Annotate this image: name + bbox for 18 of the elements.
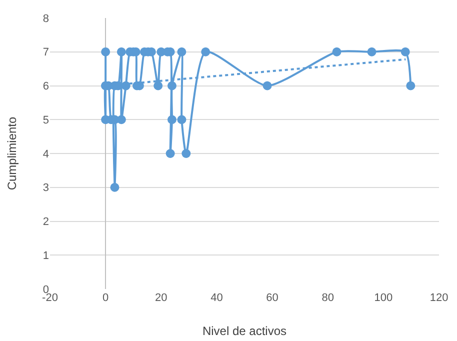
- y-tick-label: 8: [42, 12, 49, 25]
- x-tick-label: 120: [430, 292, 448, 304]
- y-tick-label: 5: [42, 114, 49, 126]
- y-tick-label: 4: [42, 148, 49, 160]
- x-tick-label: -20: [42, 292, 58, 304]
- x-tick-label: 80: [322, 292, 334, 304]
- x-tick-label: 20: [155, 292, 168, 304]
- y-tick-label: 3: [42, 182, 49, 194]
- x-tick-label: 60: [266, 292, 278, 304]
- y-tick-label: 2: [42, 216, 49, 228]
- y-tick-label: 1: [42, 250, 49, 262]
- x-axis-title: Nivel de activos: [202, 324, 287, 338]
- x-tick-label: 100: [374, 292, 393, 304]
- y-tick-label: 6: [42, 80, 49, 93]
- y-tick-label: 7: [42, 46, 49, 59]
- y-axis-title: Cumplimiento: [5, 116, 19, 190]
- x-tick-label: 0: [102, 292, 109, 304]
- x-tick-label: 40: [210, 292, 223, 304]
